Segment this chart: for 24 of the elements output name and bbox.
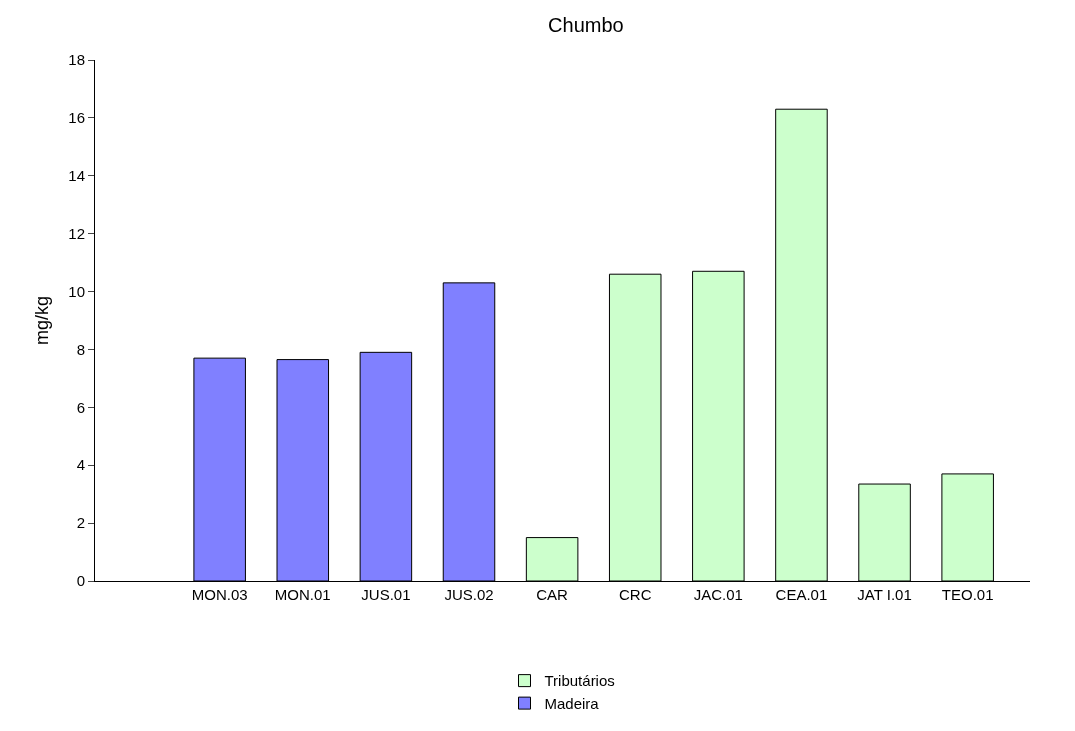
x-tick-label: MON.01: [274, 586, 331, 603]
legend-label: Tributários: [544, 672, 615, 690]
x-tick-label: JUS.01: [361, 586, 411, 603]
legend-label: Madeira: [544, 694, 600, 712]
x-tick-label: CRC: [618, 586, 652, 603]
y-tick-label: 2: [76, 514, 85, 532]
x-tick-label: JUS.02: [444, 586, 494, 603]
y-tick-label: 8: [76, 340, 85, 358]
y-tick-label: 4: [76, 456, 85, 474]
x-tick-label: MON.03: [191, 586, 248, 603]
x-tick-label: CEA.01: [775, 586, 828, 603]
y-tick-label: 6: [76, 398, 85, 416]
y-tick-label: 0: [76, 572, 85, 590]
y-tick-label: 18: [68, 51, 85, 69]
x-tick-label: TEO.01: [941, 586, 994, 603]
y-tick-label: 12: [68, 224, 85, 242]
x-tick-label: JAC.01: [693, 586, 743, 603]
y-axis-title: mg/kg: [31, 295, 52, 346]
x-tick-label: JAT I.01: [857, 586, 912, 603]
y-tick-label: 14: [68, 167, 85, 185]
y-tick-label: 16: [68, 109, 85, 127]
y-tick-label: 10: [68, 282, 85, 300]
chart-title: Chumbo: [548, 14, 624, 37]
x-tick-label: CAR: [536, 586, 569, 603]
